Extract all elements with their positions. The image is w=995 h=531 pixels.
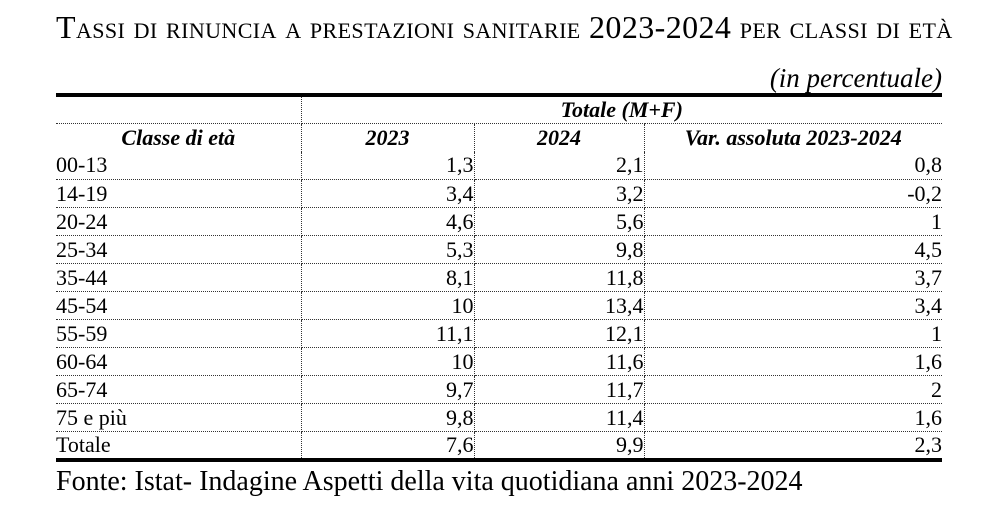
cell-classe: 20-24 [56,207,302,237]
group-header-row: Totale (M+F) [56,95,943,125]
cell-classe: 75 e più [56,403,302,433]
cell-classe: 14-19 [56,179,302,209]
cell-2023: 1,3 [301,151,475,181]
cell-2023: 10 [301,291,475,321]
cell-2024: 9,8 [474,235,645,265]
cell-var: 1 [644,207,943,237]
cell-var: 3,4 [644,291,943,321]
page-title: Tassi di rinuncia a prestazioni sanitari… [56,9,953,45]
unit-note: (in percentuale) [769,63,942,94]
group-header: Totale (M+F) [301,95,943,125]
cell-var: 1 [644,319,943,349]
cell-2024: 13,4 [474,291,645,321]
cell-2024: 11,4 [474,403,645,433]
table-row: 25-34 5,3 9,8 4,5 [56,235,943,265]
table-row: 55-59 11,1 12,1 1 [56,319,943,349]
cell-2024: 9,9 [474,431,645,461]
table-row: 45-54 10 13,4 3,4 [56,291,943,321]
cell-2024: 5,6 [474,207,645,237]
cell-classe: Totale [56,431,302,461]
cell-classe: 45-54 [56,291,302,321]
cell-var: 2,3 [914,432,943,458]
col-header-2024: 2024 [474,123,645,152]
cell-2023: 5,3 [301,235,475,265]
cell-var: 4,5 [644,235,943,265]
cell-2024: 11,6 [474,347,645,377]
cell-var: 1,6 [644,403,943,433]
cell-var: 0,8 [644,151,943,181]
table-row: 75 e più 9,8 11,4 1,6 [56,403,943,433]
cell-classe: 35-44 [56,263,302,293]
data-table: Totale (M+F) Classe di età 2023 2024 Var… [56,93,943,463]
cell-classe: 00-13 [56,151,302,181]
cell-2023: 10 [301,347,475,377]
cell-classe: 25-34 [56,235,302,265]
col-header-classe: Classe di età [56,123,302,152]
cell-classe: 60-64 [56,347,302,377]
table-row: 65-74 9,7 11,7 2 [56,375,943,405]
cell-2023: 11,1 [301,319,475,349]
cell-2024: 2,1 [474,151,645,181]
col-header-var: Var. assoluta 2023-2024 [684,124,902,150]
cell-2024: 11,7 [474,375,645,405]
document: Tassi di rinuncia a prestazioni sanitari… [56,9,953,498]
table-row: 20-24 4,6 5,6 1 [56,207,943,237]
table-row: 00-13 1,3 2,1 0,8 [56,151,943,181]
cell-var: 1,6 [644,347,943,377]
cell-2024: 3,2 [474,179,645,209]
group-header-spacer [56,95,302,125]
cell-2023: 9,8 [301,403,475,433]
table-row: 14-19 3,4 3,2 -0,2 [56,179,943,209]
cell-2023: 3,4 [301,179,475,209]
cell-2023: 4,6 [301,207,475,237]
cell-classe: 65-74 [56,375,302,405]
cell-2024: 12,1 [474,319,645,349]
cell-2023: 7,6 [301,431,475,461]
table-row: 60-64 10 11,6 1,6 [56,347,943,377]
cell-var: 2 [644,375,943,405]
cell-classe: 55-59 [56,319,302,349]
cell-2024: 11,8 [474,263,645,293]
source-line: Fonte: Istat- Indagine Aspetti della vit… [56,466,803,498]
column-header-row: Classe di età 2023 2024 Var. assoluta 20… [56,123,942,152]
cell-var: 3,7 [644,263,943,293]
cell-2023: 8,1 [301,263,475,293]
table-row: Totale 7,6 9,9 2,3 [56,431,943,461]
table-row: 35-44 8,1 11,8 3,7 [56,263,943,293]
cell-var: -0,2 [644,179,943,209]
col-header-2023: 2023 [301,123,475,152]
cell-2023: 9,7 [301,375,475,405]
